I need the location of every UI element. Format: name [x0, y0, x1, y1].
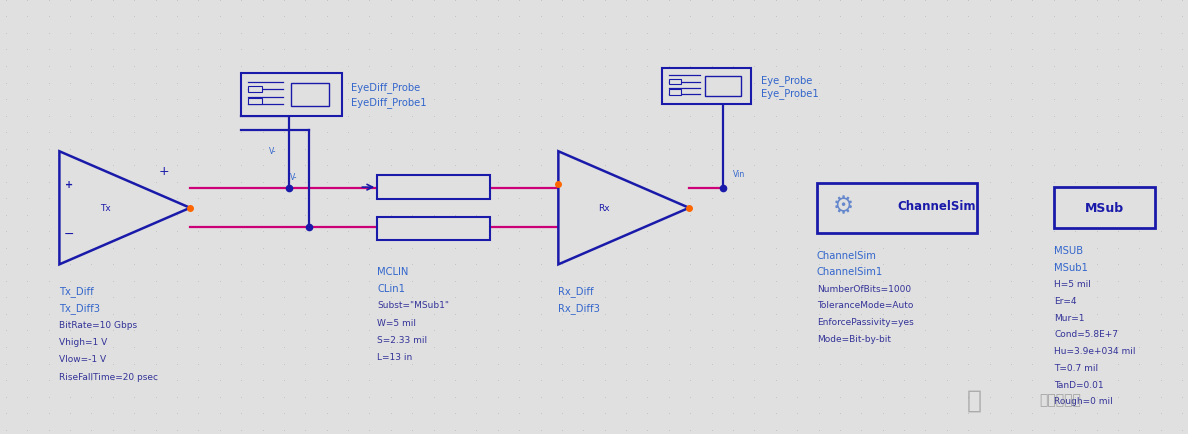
Text: ChannelSim: ChannelSim — [898, 200, 977, 213]
Text: MSub1: MSub1 — [1055, 263, 1088, 272]
Text: 信号完整性: 信号完整性 — [1040, 392, 1081, 406]
Text: ToleranceMode=Auto: ToleranceMode=Auto — [817, 301, 914, 309]
Text: +: + — [65, 180, 72, 190]
Text: EyeDiff_Probe: EyeDiff_Probe — [352, 82, 421, 93]
Text: S=2.33 mil: S=2.33 mil — [378, 335, 428, 344]
Text: Tx_Diff3: Tx_Diff3 — [59, 302, 101, 313]
Text: Rx_Diff3: Rx_Diff3 — [558, 302, 600, 313]
Text: Rx_Diff: Rx_Diff — [558, 285, 594, 296]
Text: Vin: Vin — [733, 169, 745, 178]
Bar — [240, 74, 341, 117]
Text: Eye_Probe1: Eye_Probe1 — [760, 87, 819, 99]
Text: L=13 in: L=13 in — [378, 352, 412, 361]
Bar — [1055, 187, 1156, 229]
Text: Mode=Bit-by-bit: Mode=Bit-by-bit — [817, 334, 891, 343]
Text: Rough=0 mil: Rough=0 mil — [1055, 397, 1113, 405]
Text: BitRate=10 Gbps: BitRate=10 Gbps — [59, 320, 138, 329]
Text: W=5 mil: W=5 mil — [378, 318, 416, 327]
FancyBboxPatch shape — [378, 217, 489, 241]
Text: MSub: MSub — [1086, 202, 1124, 215]
Text: ChannelSim1: ChannelSim1 — [817, 267, 883, 276]
Text: TanD=0.01: TanD=0.01 — [1055, 380, 1104, 389]
Text: Eye_Probe: Eye_Probe — [760, 75, 813, 86]
Text: +: + — [159, 165, 169, 178]
Text: MCLIN: MCLIN — [378, 266, 409, 276]
Text: Mur=1: Mur=1 — [1055, 313, 1085, 322]
Polygon shape — [558, 152, 689, 265]
Bar — [706, 77, 741, 96]
Text: ⚙: ⚙ — [833, 194, 853, 218]
Bar — [247, 87, 261, 93]
Text: H=5 mil: H=5 mil — [1055, 279, 1092, 289]
Polygon shape — [59, 152, 190, 265]
Text: 📱: 📱 — [967, 387, 981, 411]
Text: NumberOfBits=1000: NumberOfBits=1000 — [817, 284, 911, 293]
Text: Er=4: Er=4 — [1055, 296, 1076, 305]
Text: MSUB: MSUB — [1055, 246, 1083, 256]
Text: Cond=5.8E+7: Cond=5.8E+7 — [1055, 330, 1118, 339]
Text: V-: V- — [290, 173, 297, 181]
Text: ChannelSim: ChannelSim — [817, 250, 877, 260]
Text: V-: V- — [270, 147, 277, 156]
Bar — [817, 183, 977, 233]
Bar — [670, 79, 682, 85]
Text: Vlow=-1 V: Vlow=-1 V — [59, 355, 107, 364]
Text: Subst="MSub1": Subst="MSub1" — [378, 301, 449, 309]
Bar — [662, 68, 751, 105]
Text: Hu=3.9e+034 mil: Hu=3.9e+034 mil — [1055, 346, 1136, 355]
Bar — [247, 99, 261, 105]
Text: Tx: Tx — [100, 204, 110, 213]
Text: Rx: Rx — [599, 204, 609, 213]
Text: Tx_Diff: Tx_Diff — [59, 285, 94, 296]
Text: CLin1: CLin1 — [378, 283, 405, 293]
Text: T=0.7 mil: T=0.7 mil — [1055, 363, 1099, 372]
Text: EyeDiff_Probe1: EyeDiff_Probe1 — [352, 96, 426, 108]
Text: Vhigh=1 V: Vhigh=1 V — [59, 337, 108, 346]
Bar — [670, 90, 682, 95]
Text: EnforcePassivity=yes: EnforcePassivity=yes — [817, 317, 914, 326]
Text: −: − — [64, 227, 74, 240]
FancyBboxPatch shape — [378, 176, 489, 200]
Bar — [291, 84, 329, 107]
Text: RiseFallTime=20 psec: RiseFallTime=20 psec — [59, 372, 158, 381]
